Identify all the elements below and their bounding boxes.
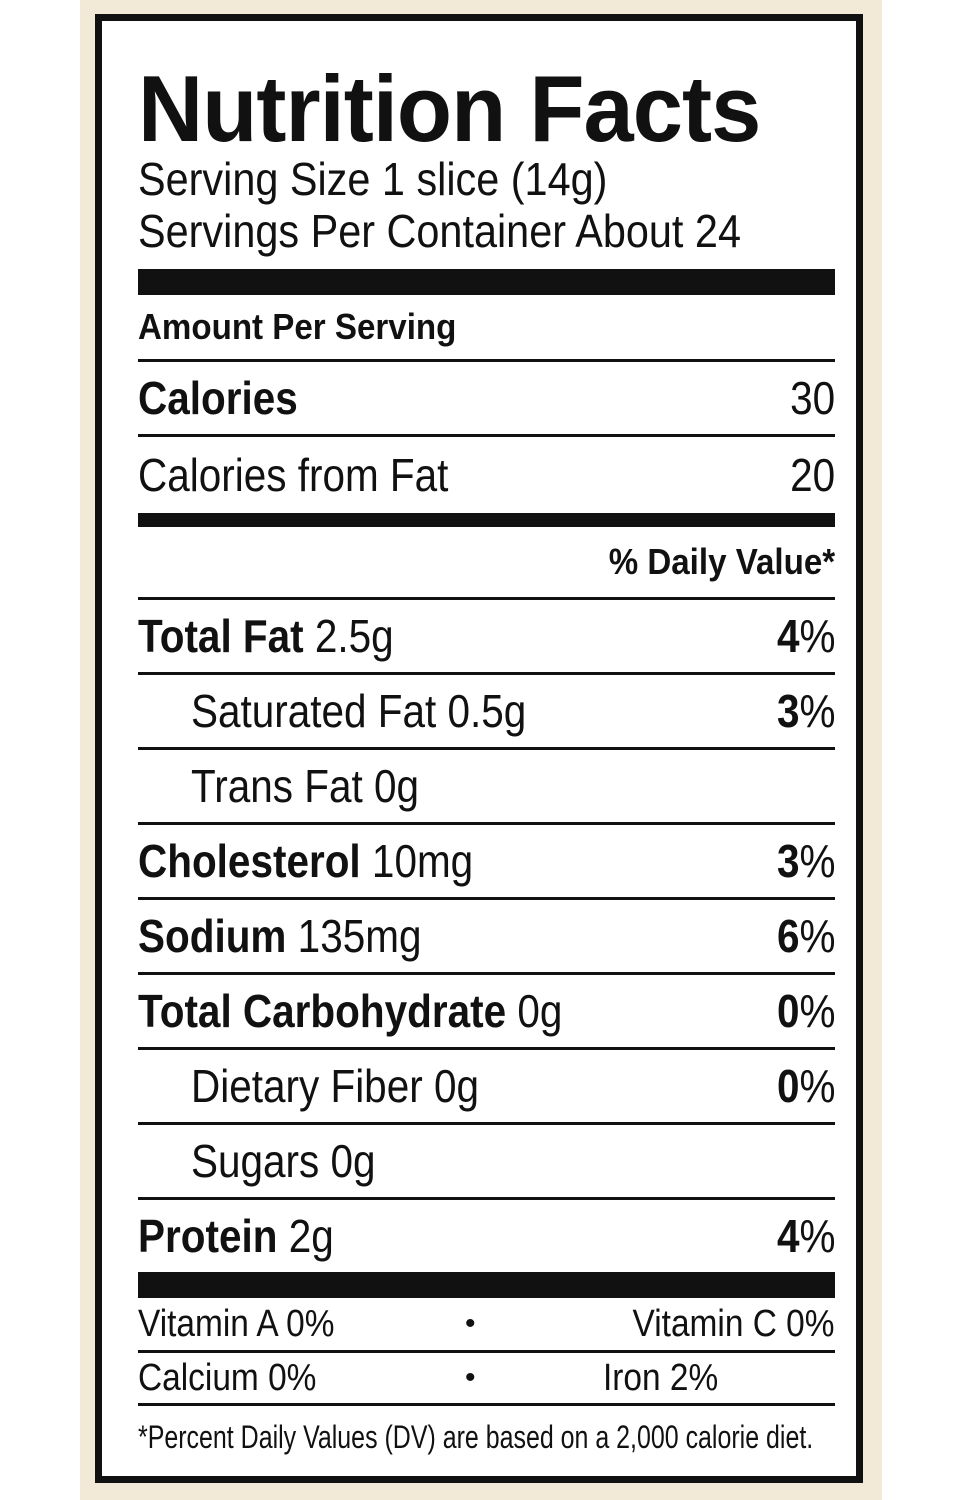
vitamin-right: Vitamin C 0%: [633, 1302, 835, 1345]
nutrient-amount: 10mg: [371, 835, 474, 887]
nutrient-row-cholesterol: Cholesterol 10mg 3%: [138, 825, 835, 900]
nutrient-dv: 0%: [776, 1059, 835, 1113]
dv-number: 4: [776, 610, 800, 662]
daily-value-header-row: % Daily Value*: [138, 527, 835, 600]
dv-percent-sign: %: [799, 1210, 835, 1262]
nutrient-label: Protein 2g: [138, 1209, 334, 1263]
nutrient-row-protein: Protein 2g 4%: [138, 1200, 835, 1272]
daily-value-header: % Daily Value*: [608, 541, 835, 582]
nutrient-label: Sugars 0g: [191, 1135, 376, 1187]
dv-number: 0: [776, 985, 800, 1037]
dv-percent-sign: %: [799, 910, 835, 962]
divider-thick: [138, 269, 835, 295]
nutrient-label: Sodium 135mg: [138, 909, 421, 963]
nutrient-name: Total Carbohydrate: [138, 985, 507, 1037]
dv-percent-sign: %: [799, 835, 835, 887]
amount-per-serving-row: Amount Per Serving: [138, 295, 835, 362]
nutrient-row-trans-fat: Trans Fat 0g: [138, 750, 835, 825]
servings-per-container: Servings Per Container About 24: [138, 205, 741, 257]
nutrient-label: Trans Fat 0g: [191, 760, 419, 812]
nutrient-dv: 3%: [776, 834, 835, 888]
nutrient-label: Total Fat 2.5g: [138, 609, 394, 663]
nutrient-dv: 0%: [776, 984, 835, 1038]
dv-number: 3: [776, 685, 800, 737]
nutrient-dv: 4%: [776, 609, 835, 663]
amount-per-serving: Amount Per Serving: [138, 306, 457, 347]
nutrient-dv: 4%: [776, 1209, 835, 1263]
nutrient-label: Dietary Fiber 0g: [191, 1060, 479, 1112]
bullet-icon: •: [465, 1307, 476, 1340]
label-content: Nutrition Facts Serving Size 1 slice (14…: [138, 61, 835, 1468]
nutrient-row-sodium: Sodium 135mg 6%: [138, 900, 835, 975]
nutrient-name: Cholesterol: [138, 835, 361, 887]
calories-label: Calories: [138, 372, 298, 424]
dv-number: 3: [776, 835, 800, 887]
dv-percent-sign: %: [799, 1060, 835, 1112]
dv-number: 6: [776, 910, 800, 962]
nutrient-row-total-carbohydrate: Total Carbohydrate 0g 0%: [138, 975, 835, 1050]
nutrient-dv: 6%: [776, 909, 835, 963]
vitamin-left: Calcium 0%: [138, 1356, 317, 1399]
nutrient-row-dietary-fiber: Dietary Fiber 0g 0%: [138, 1050, 835, 1125]
nutrient-name: Sodium: [138, 910, 287, 962]
nutrient-row-total-fat: Total Fat 2.5g 4%: [138, 600, 835, 675]
serving-size: Serving Size 1 slice (14g): [138, 153, 608, 205]
nutrient-label: Saturated Fat 0.5g: [191, 685, 527, 737]
calories-from-fat-row: Calories from Fat 20: [138, 437, 835, 513]
nutrient-row-sugars: Sugars 0g: [138, 1125, 835, 1200]
nutrient-name: Total Fat: [138, 610, 304, 662]
nutrient-amount: 135mg: [297, 910, 422, 962]
nutrient-amount: 2g: [288, 1210, 334, 1262]
calories-value: 30: [789, 372, 835, 424]
footnote-row: *Percent Daily Values (DV) are based on …: [138, 1406, 835, 1468]
dv-number: 0: [776, 1060, 800, 1112]
nutrient-label: Cholesterol 10mg: [138, 834, 473, 888]
nutrient-amount: 2.5g: [314, 610, 394, 662]
vitamin-row: Vitamin A 0% • Vitamin C 0%: [138, 1298, 835, 1353]
nutrient-name: Protein: [138, 1210, 278, 1262]
footnote: *Percent Daily Values (DV) are based on …: [138, 1418, 814, 1455]
vitamin-right: Iron 2%: [603, 1356, 719, 1399]
calories-row: Calories 30: [138, 362, 835, 437]
dv-percent-sign: %: [799, 610, 835, 662]
vitamin-left: Vitamin A 0%: [138, 1302, 335, 1345]
bullet-icon: •: [465, 1361, 476, 1394]
calories-from-fat-label: Calories from Fat: [138, 449, 449, 501]
dv-number: 4: [776, 1210, 800, 1262]
divider-thick: [138, 1272, 835, 1298]
vitamin-row: Calcium 0% • Iron 2%: [138, 1353, 835, 1406]
nutrient-row-saturated-fat: Saturated Fat 0.5g 3%: [138, 675, 835, 750]
nutrient-label: Total Carbohydrate 0g: [138, 984, 562, 1038]
calories-from-fat-value: 20: [789, 449, 835, 501]
divider-medium: [138, 513, 835, 527]
nutrient-dv: 3%: [776, 684, 835, 738]
nutrition-label: Nutrition Facts Serving Size 1 slice (14…: [95, 14, 863, 1483]
dv-percent-sign: %: [799, 685, 835, 737]
label-title: Nutrition Facts: [138, 56, 761, 161]
dv-percent-sign: %: [799, 985, 835, 1037]
nutrient-amount: 0g: [517, 985, 563, 1037]
